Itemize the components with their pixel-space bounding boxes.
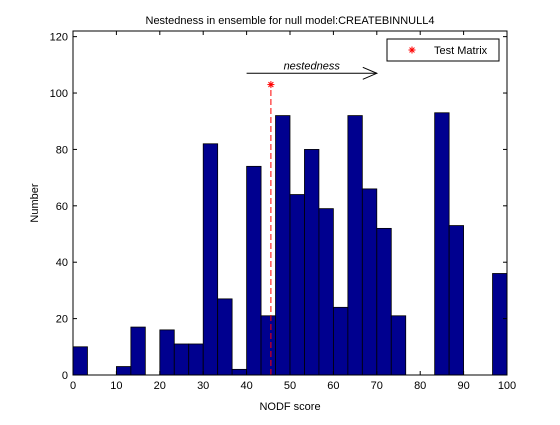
y-axis: 0 20 40 60 80 100 120 — [50, 32, 507, 382]
y-tick-label: 100 — [50, 88, 68, 100]
histogram-bar — [130, 326, 146, 376]
legend-marker-icon — [408, 46, 416, 54]
y-tick-label: 80 — [56, 144, 68, 156]
histogram-bar — [116, 366, 132, 376]
y-tick-label: 120 — [50, 32, 68, 44]
x-axis: 0 10 20 30 40 50 60 70 80 90 100 — [70, 31, 516, 392]
histogram-bar — [376, 227, 392, 376]
x-tick-label: 50 — [284, 380, 296, 392]
x-tick-label: 60 — [327, 380, 339, 392]
histogram-bar — [390, 315, 407, 376]
histogram-bar — [318, 208, 334, 376]
x-tick-label: 70 — [371, 380, 383, 392]
x-axis-label: NODF score — [259, 401, 320, 413]
histogram-bar — [448, 225, 464, 376]
histogram-bar — [304, 149, 320, 376]
legend-label: Test Matrix — [434, 45, 488, 57]
histogram-bar — [275, 115, 291, 376]
test-matrix-layer — [267, 81, 275, 375]
x-tick-label: 40 — [240, 380, 252, 392]
y-axis-label: Number — [29, 183, 41, 222]
histogram-bar — [434, 112, 450, 376]
histogram-bar — [333, 306, 349, 376]
x-tick-label: 30 — [197, 380, 209, 392]
y-tick-label: 0 — [62, 370, 68, 382]
y-tick-label: 60 — [56, 201, 68, 213]
legend-box — [386, 38, 500, 62]
histogram-bar — [217, 298, 233, 376]
nestedness-arrow-head — [362, 66, 379, 80]
chart-title: Nestedness in ensemble for null model:CR… — [146, 15, 435, 27]
y-tick-label: 40 — [56, 257, 68, 269]
histogram-bar — [173, 343, 190, 376]
histogram-bar — [231, 368, 247, 376]
legend-star-icon — [408, 46, 416, 54]
histogram-bar — [246, 165, 262, 376]
test-matrix-star-icon — [267, 81, 275, 89]
histogram-bar — [188, 343, 204, 376]
histogram-bar — [72, 346, 88, 376]
x-tick-label: 90 — [457, 380, 469, 392]
legend: Test Matrix — [386, 38, 500, 62]
histogram-bar — [289, 194, 305, 376]
x-tick-label: 80 — [414, 380, 426, 392]
nestedness-annotation: nestedness — [246, 60, 379, 80]
y-tick-label: 20 — [56, 314, 68, 326]
nestedness-label: nestedness — [284, 60, 341, 72]
histogram-bar — [202, 143, 219, 376]
x-tick-label: 20 — [154, 380, 166, 392]
histogram-bar — [492, 273, 508, 376]
x-tick-label: 0 — [70, 380, 76, 392]
x-tick-label: 100 — [498, 380, 516, 392]
histogram-bar — [159, 329, 175, 376]
histogram-bar — [260, 315, 276, 376]
histogram-bar — [361, 188, 378, 376]
histogram-bar — [347, 115, 363, 376]
x-tick-label: 10 — [110, 380, 122, 392]
bars-layer — [72, 112, 508, 376]
